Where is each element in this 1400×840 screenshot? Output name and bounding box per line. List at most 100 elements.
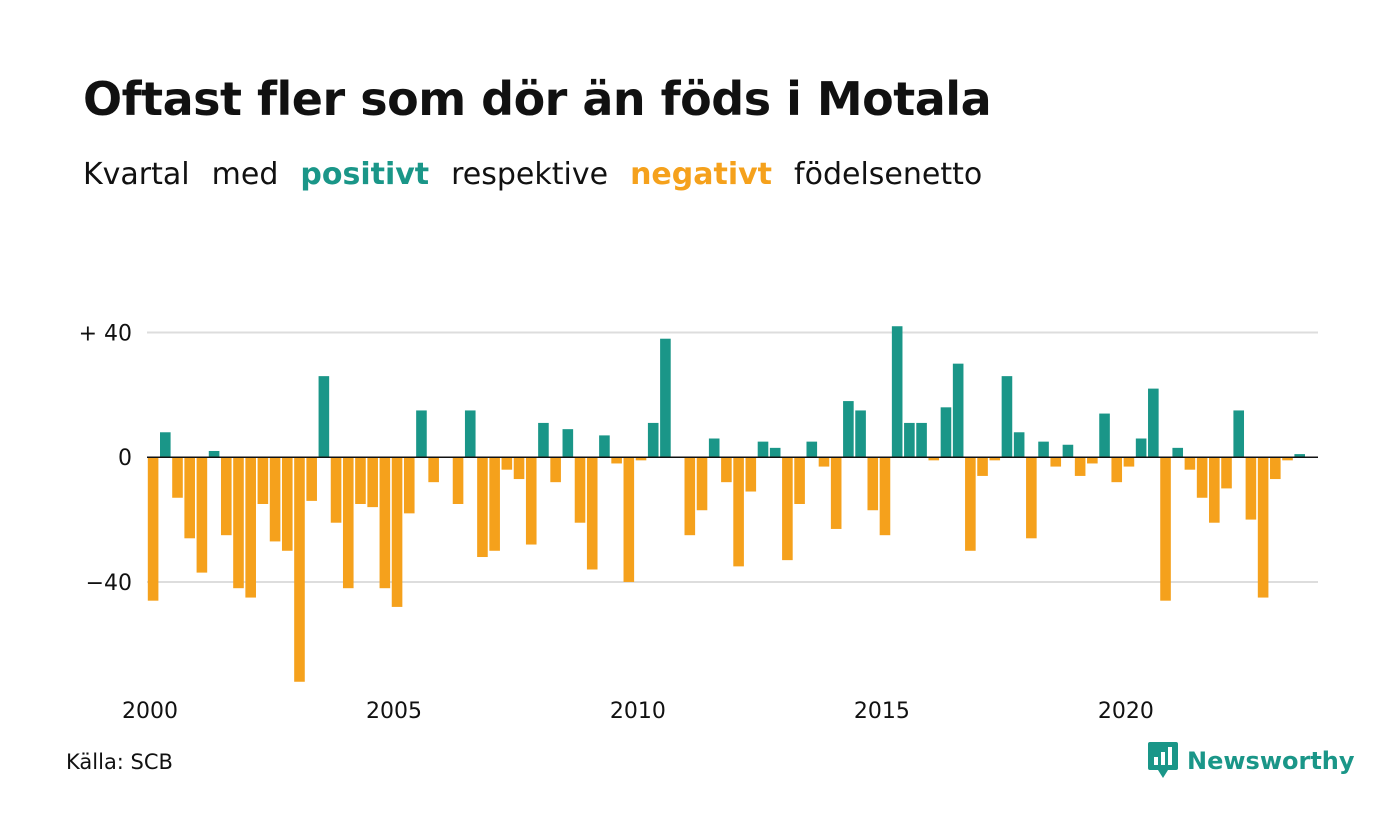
bar-2018-q3	[1050, 457, 1062, 467]
bar-2007-q1	[489, 457, 500, 551]
bar-2013-q1	[782, 457, 793, 561]
bar-2004-q4	[379, 457, 391, 589]
bar-2023-q1	[1270, 457, 1281, 480]
bar-2016-q1	[928, 457, 940, 461]
brand-logo[interactable]: Newsworthy	[1148, 742, 1355, 780]
y-tick-label: + 40	[79, 321, 132, 346]
bar-2020-q1	[1123, 457, 1135, 467]
bar-2001-q1	[196, 457, 208, 573]
chart-subtitle: Kvartal med positivt respektive negativt föde…	[83, 157, 1004, 192]
bar-2015-q4	[916, 422, 927, 458]
brand-name: Newsworthy	[1187, 747, 1355, 775]
bar-2008-q2	[550, 457, 561, 483]
grid-lines	[147, 331, 1318, 583]
bar-2010-q3	[660, 338, 671, 458]
bar-2022-q3	[1245, 457, 1257, 520]
bar-2007-q2	[501, 457, 513, 470]
bar-2004-q3	[367, 457, 378, 508]
subtitle-word-respektive: respektive	[451, 157, 609, 192]
bar-2002-q2	[257, 457, 269, 504]
bar-2013-q3	[806, 441, 818, 458]
y-tick-label: 0	[118, 446, 132, 471]
bar-2016-q3	[952, 363, 964, 458]
bar-2017-q2	[989, 457, 1001, 461]
bar-2015-q2	[891, 326, 903, 458]
bar-2013-q2	[794, 457, 805, 504]
x-tick-label: 2015	[854, 699, 910, 724]
bar-2014-q3	[855, 410, 866, 458]
bar-2022-q2	[1233, 410, 1245, 458]
bars	[147, 326, 1305, 682]
x-tick-label: 2005	[366, 699, 422, 724]
bar-2021-q1	[1172, 447, 1184, 458]
bar-2003-q4	[330, 457, 342, 523]
bar-2005-q4	[428, 457, 439, 483]
bar-2022-q1	[1221, 457, 1232, 489]
bar-2021-q4	[1209, 457, 1220, 523]
bar-2023-q3	[1294, 454, 1305, 458]
bar-2000-q2	[160, 432, 171, 458]
bar-2019-q3	[1099, 413, 1110, 458]
bar-2010-q2	[647, 422, 659, 458]
bar-2020-q2	[1135, 438, 1147, 458]
newsworthy-logo-icon	[1148, 742, 1178, 778]
y-tick-label: −40	[86, 571, 132, 596]
bar-2000-q4	[184, 457, 195, 539]
bar-2008-q1	[538, 422, 549, 458]
bar-2005-q2	[403, 457, 415, 514]
bar-2021-q3	[1196, 457, 1208, 498]
bar-2011-q1	[684, 457, 696, 536]
bar-2020-q3	[1148, 388, 1159, 458]
bar-2015-q1	[879, 457, 891, 536]
bar-2001-q2	[208, 450, 220, 458]
bar-2021-q2	[1184, 457, 1196, 470]
bar-2014-q1	[830, 457, 842, 529]
bar-2017-q3	[1001, 376, 1013, 458]
bar-2014-q2	[843, 401, 854, 458]
bar-2019-q1	[1074, 457, 1086, 476]
bar-2017-q1	[977, 457, 988, 476]
subtitle-word-fodelsenetto: födelsenetto	[794, 157, 983, 192]
bar-2008-q4	[574, 457, 586, 523]
bar-2023-q2	[1282, 457, 1293, 461]
bar-2003-q1	[294, 457, 305, 682]
bar-2017-q4	[1013, 432, 1025, 458]
bar-2022-q4	[1257, 457, 1269, 598]
bar-2012-q4	[769, 447, 781, 458]
source-label: Källa: SCB	[66, 750, 173, 774]
bar-2012-q1	[733, 457, 744, 567]
bar-2003-q3	[318, 376, 330, 458]
subtitle-positive-label: positivt	[300, 157, 430, 192]
bar-2013-q4	[818, 457, 830, 467]
bar-2020-q4	[1160, 457, 1171, 601]
bar-2006-q3	[464, 410, 476, 458]
bar-2018-q1	[1026, 457, 1037, 539]
bar-2019-q4	[1111, 457, 1123, 483]
bar-2007-q4	[525, 457, 537, 545]
x-tick-label: 2020	[1098, 699, 1154, 724]
bar-2018-q2	[1038, 441, 1049, 458]
bar-2002-q3	[269, 457, 281, 542]
bar-2016-q2	[940, 407, 952, 458]
bar-2001-q4	[233, 457, 244, 589]
bar-2016-q4	[965, 457, 976, 551]
bar-2018-q4	[1062, 444, 1074, 458]
bar-2015-q3	[904, 422, 915, 458]
bar-2002-q1	[245, 457, 256, 598]
bar-2004-q1	[342, 457, 354, 589]
bar-2009-q1	[586, 457, 598, 570]
bar-2012-q2	[745, 457, 757, 492]
bar-2000-q3	[172, 457, 183, 498]
subtitle-negative-label: negativt	[630, 157, 773, 192]
bar-2002-q4	[281, 457, 293, 551]
bar-2001-q3	[220, 457, 232, 536]
subtitle-word-kvartal: Kvartal	[83, 157, 190, 192]
bar-2006-q2	[452, 457, 464, 504]
bar-2008-q3	[562, 429, 574, 458]
bar-2009-q2	[599, 435, 610, 458]
bar-2011-q2	[696, 457, 708, 511]
bar-2009-q3	[611, 457, 622, 464]
bar-2005-q1	[391, 457, 403, 607]
bar-2019-q2	[1087, 457, 1098, 464]
